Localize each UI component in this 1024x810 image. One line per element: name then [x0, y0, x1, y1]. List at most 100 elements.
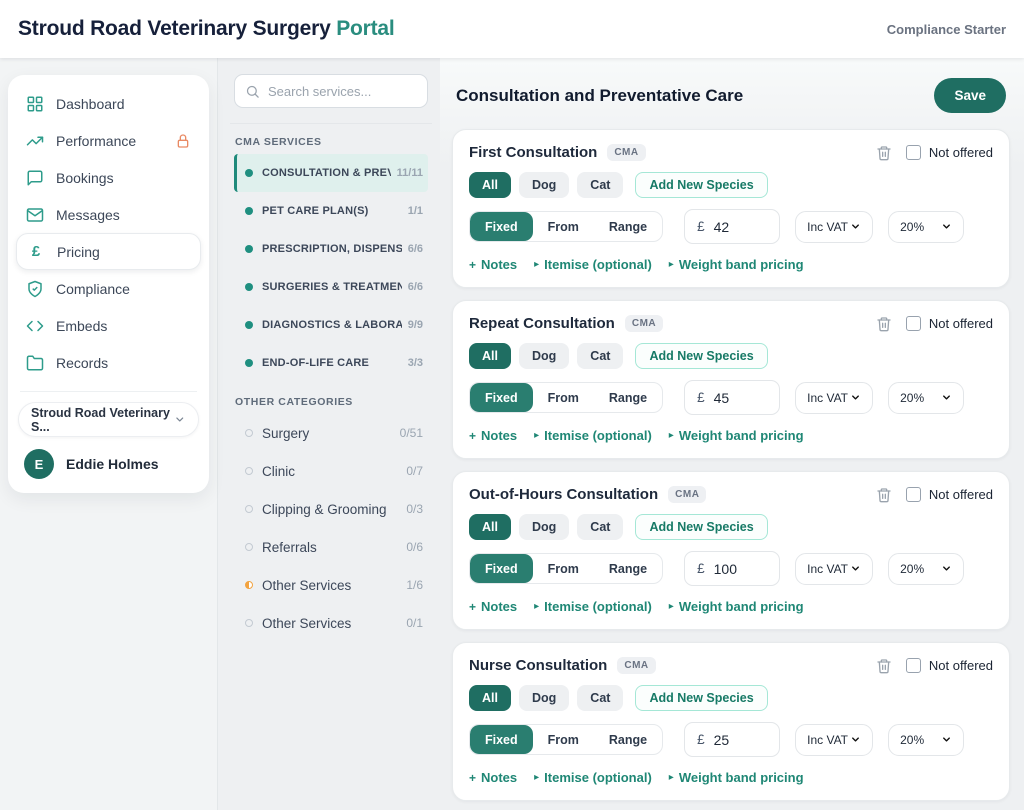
sidebar-item-messages[interactable]: Messages	[16, 196, 201, 233]
price-mode-from[interactable]: From	[533, 212, 594, 241]
weight-band-pricing-link[interactable]: ▸ Weight band pricing	[668, 770, 804, 785]
species-tab-cat[interactable]: Cat	[577, 172, 624, 198]
vat-mode-select[interactable]: Inc VAT	[795, 210, 874, 243]
weight-band-pricing-link[interactable]: ▸ Weight band pricing	[668, 428, 804, 443]
species-tab-cat[interactable]: Cat	[577, 514, 624, 540]
app-header: Stroud Road Veterinary Surgery Portal Co…	[0, 0, 1024, 58]
sidebar-item-bookings[interactable]: Bookings	[16, 159, 201, 196]
not-offered-checkbox[interactable]	[905, 487, 921, 502]
price-mode-range[interactable]: Range	[594, 383, 662, 412]
service-category-item[interactable]: PRESCRIPTION, DISPENSIN... 6/6	[234, 230, 428, 268]
vat-rate-value: 20%	[900, 561, 925, 576]
species-tab-cat[interactable]: Cat	[577, 343, 624, 369]
notes-link[interactable]: + Notes	[469, 428, 518, 443]
price-mode-fixed[interactable]: Fixed	[470, 725, 533, 754]
species-tab-all[interactable]: All	[469, 685, 511, 711]
delete-icon[interactable]	[876, 145, 892, 161]
service-category-item[interactable]: Clipping & Grooming 0/3	[234, 490, 428, 528]
practice-selector[interactable]: Stroud Road Veterinary S...	[18, 402, 199, 437]
sidebar-item-embeds[interactable]: Embeds	[16, 307, 201, 344]
service-category-item[interactable]: PET CARE PLAN(S) 1/1	[234, 192, 428, 230]
service-category-item[interactable]: Surgery 0/51	[234, 414, 428, 452]
species-tab-all[interactable]: All	[469, 514, 511, 540]
price-input[interactable]: £ 25	[684, 722, 781, 757]
itemise-link[interactable]: ▸ Itemise (optional)	[534, 770, 652, 785]
category-count: 6/6	[407, 243, 423, 255]
service-category-item[interactable]: Other Services 0/1	[234, 604, 428, 642]
delete-icon[interactable]	[876, 487, 892, 503]
not-offered-checkbox[interactable]	[905, 145, 921, 160]
notes-link[interactable]: + Notes	[469, 770, 518, 785]
species-tab-dog[interactable]: Dog	[518, 343, 570, 369]
not-offered-checkbox[interactable]	[905, 316, 921, 331]
vat-mode-select[interactable]: Inc VAT	[795, 381, 874, 414]
itemise-link[interactable]: ▸ Itemise (optional)	[534, 599, 652, 614]
price-mode-from[interactable]: From	[533, 554, 594, 583]
sidebar-item-compliance[interactable]: Compliance	[16, 270, 201, 307]
sidebar-item-dashboard[interactable]: Dashboard	[16, 85, 201, 122]
price-value: 100	[713, 560, 737, 577]
sidebar-item-pricing[interactable]: £ Pricing	[16, 233, 201, 270]
species-tab-all[interactable]: All	[469, 172, 511, 198]
service-card: Repeat Consultation CMA Not offered All	[452, 300, 1010, 459]
price-input[interactable]: £ 100	[684, 551, 781, 586]
species-tab-cat[interactable]: Cat	[577, 685, 624, 711]
vat-rate-select[interactable]: 20%	[888, 381, 965, 414]
service-category-item[interactable]: Other Services 1/6	[234, 566, 428, 604]
add-new-species-button[interactable]: Add New Species	[635, 514, 768, 540]
add-new-species-button[interactable]: Add New Species	[635, 343, 768, 369]
delete-icon[interactable]	[876, 658, 892, 674]
species-tab-dog[interactable]: Dog	[518, 685, 570, 711]
shield-check-icon	[26, 280, 44, 298]
price-mode-from[interactable]: From	[533, 725, 594, 754]
price-input[interactable]: £ 45	[684, 380, 781, 415]
add-new-species-button[interactable]: Add New Species	[635, 172, 768, 198]
add-new-species-button[interactable]: Add New Species	[635, 685, 768, 711]
search-services-box[interactable]	[234, 74, 428, 108]
category-count: 11/11	[396, 167, 423, 179]
service-category-item[interactable]: Referrals 0/6	[234, 528, 428, 566]
vat-mode-select[interactable]: Inc VAT	[795, 723, 874, 756]
service-category-item[interactable]: END-OF-LIFE CARE 3/3	[234, 344, 428, 382]
price-mode-fixed[interactable]: Fixed	[470, 383, 533, 412]
vat-mode-select[interactable]: Inc VAT	[795, 552, 874, 585]
service-category-item[interactable]: CONSULTATION & PREVE... 11/11	[234, 154, 428, 192]
itemise-link[interactable]: ▸ Itemise (optional)	[534, 257, 652, 272]
species-tab-all[interactable]: All	[469, 343, 511, 369]
search-input[interactable]	[268, 83, 417, 99]
species-tab-dog[interactable]: Dog	[518, 514, 570, 540]
price-mode-range[interactable]: Range	[594, 212, 662, 241]
notes-link[interactable]: + Notes	[469, 599, 518, 614]
save-button[interactable]: Save	[934, 78, 1006, 113]
service-cards-list: First Consultation CMA Not offered All	[452, 129, 1010, 801]
services-divider	[230, 123, 432, 124]
notes-link[interactable]: + Notes	[469, 257, 518, 272]
service-category-item[interactable]: Clinic 0/7	[234, 452, 428, 490]
services-panel: CMA SERVICES CONSULTATION & PREVE... 11/…	[218, 58, 440, 810]
user-profile[interactable]: E Eddie Holmes	[16, 437, 201, 485]
delete-icon[interactable]	[876, 316, 892, 332]
sidebar-item-performance[interactable]: Performance	[16, 122, 201, 159]
service-category-item[interactable]: DIAGNOSTICS & LABORATO... 9/9	[234, 306, 428, 344]
vat-rate-select[interactable]: 20%	[888, 210, 965, 243]
not-offered-checkbox[interactable]	[905, 658, 921, 673]
sidebar-item-records[interactable]: Records	[16, 344, 201, 381]
caret-right-icon: ▸	[534, 430, 540, 441]
weight-band-pricing-link[interactable]: ▸ Weight band pricing	[668, 599, 804, 614]
price-mode-range[interactable]: Range	[594, 725, 662, 754]
service-category-item[interactable]: SURGERIES & TREATMENTS 6/6	[234, 268, 428, 306]
price-mode-fixed[interactable]: Fixed	[470, 212, 533, 241]
vat-rate-select[interactable]: 20%	[888, 723, 965, 756]
grid-icon	[26, 95, 44, 113]
category-status-dot	[245, 467, 253, 475]
species-tab-dog[interactable]: Dog	[518, 172, 570, 198]
price-mode-fixed[interactable]: Fixed	[470, 554, 533, 583]
price-mode-range[interactable]: Range	[594, 554, 662, 583]
itemise-link[interactable]: ▸ Itemise (optional)	[534, 428, 652, 443]
user-name: Eddie Holmes	[66, 456, 159, 472]
category-status-dot	[245, 359, 253, 367]
price-mode-from[interactable]: From	[533, 383, 594, 412]
weight-band-pricing-link[interactable]: ▸ Weight band pricing	[668, 257, 804, 272]
price-input[interactable]: £ 42	[684, 209, 781, 244]
vat-rate-select[interactable]: 20%	[888, 552, 965, 585]
